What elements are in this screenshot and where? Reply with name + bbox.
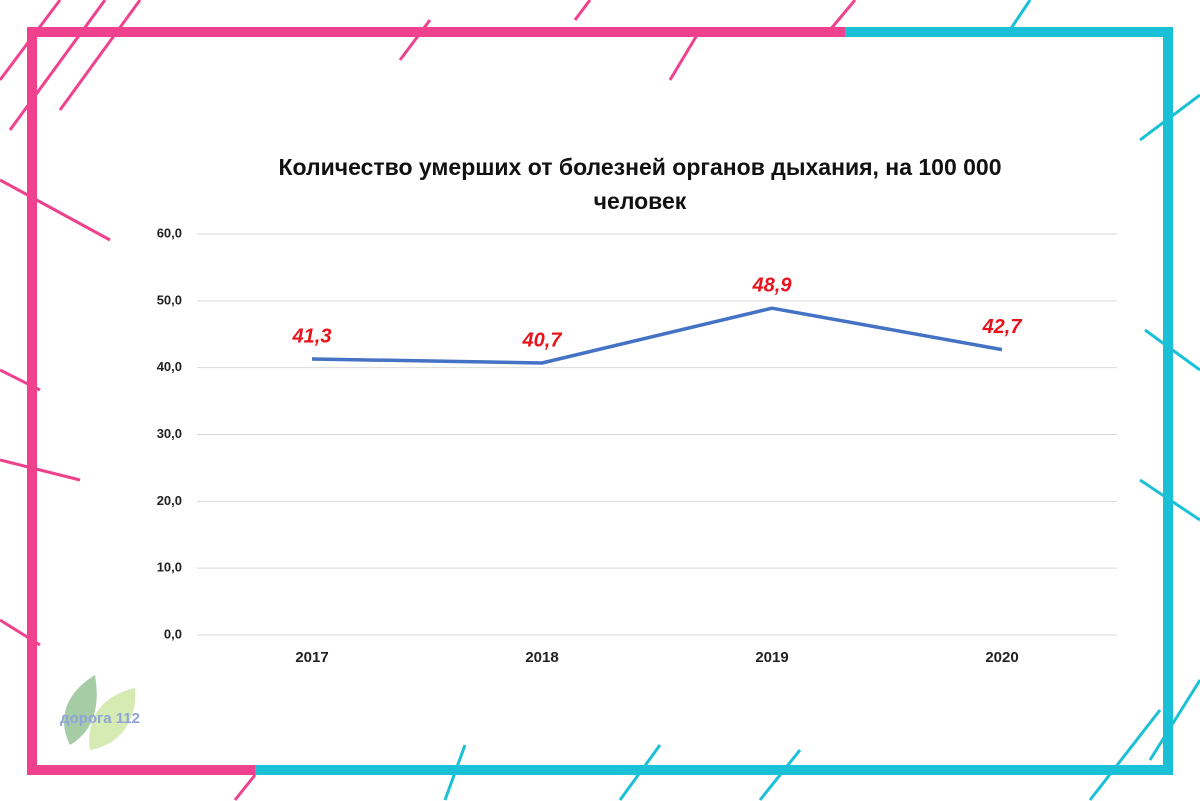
value-label: 48,9	[752, 274, 793, 296]
value-label: 42,7	[982, 316, 1023, 338]
x-tick-label: 2020	[985, 649, 1018, 666]
series-line	[311, 306, 1003, 365]
logo-leaves	[64, 675, 136, 750]
y-tick-label: 0,0	[164, 626, 182, 641]
value-label: 40,7	[522, 329, 563, 351]
y-tick-label: 60,0	[157, 225, 182, 240]
logo-text: дорога 112	[60, 710, 140, 727]
y-tick-label: 30,0	[157, 426, 182, 441]
y-tick-label: 10,0	[157, 560, 182, 575]
y-tick-label: 20,0	[157, 493, 182, 508]
x-tick-label: 2017	[295, 649, 328, 666]
x-tick-label: 2019	[755, 649, 788, 666]
cyan-stripes	[443, 0, 1200, 801]
y-tick-label: 40,0	[157, 359, 182, 374]
x-tick-label: 2018	[525, 649, 558, 666]
y-tick-label: 50,0	[157, 292, 182, 307]
chart-title: Количество умерших от болезней органов д…	[278, 154, 1002, 214]
value-label: 41,3	[292, 325, 332, 347]
pink-stripes	[0, 0, 857, 801]
